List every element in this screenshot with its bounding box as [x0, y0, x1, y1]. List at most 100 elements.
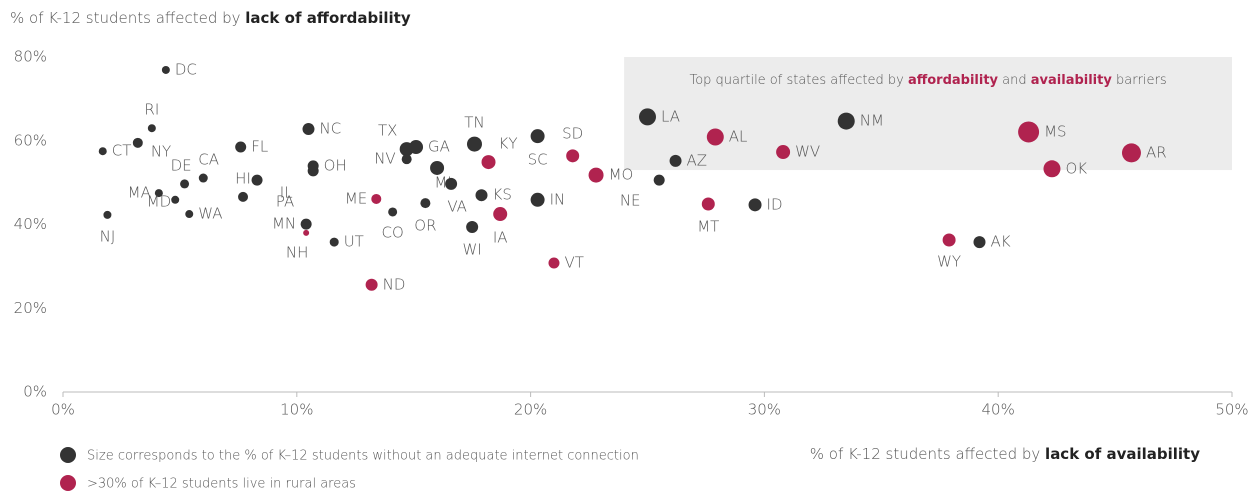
point-label: IN — [550, 190, 566, 208]
point-label: CA — [198, 151, 219, 169]
point-label: OR — [414, 217, 436, 235]
annotation-part: affordability — [908, 73, 999, 88]
point-label: AK — [990, 233, 1010, 251]
point-label: WI — [463, 241, 482, 259]
point-label: RI — [144, 101, 159, 119]
point — [942, 233, 956, 247]
point-label: VA — [447, 197, 467, 215]
point-label: SD — [562, 124, 583, 142]
point — [1018, 121, 1040, 143]
point — [475, 189, 488, 202]
legend-label: Size corresponds to the % of K–12 studen… — [87, 449, 639, 464]
y-tick-label: 0% — [23, 383, 47, 401]
point-label: WV — [795, 143, 820, 161]
point-label: NH — [286, 243, 309, 261]
annotation-part: barriers — [1112, 73, 1167, 88]
y-tick-label: 80% — [14, 48, 47, 66]
point-label: NM — [860, 112, 884, 130]
point — [300, 218, 312, 230]
x-title-bold: lack of availability — [1045, 445, 1200, 463]
y-tick-label: 40% — [14, 215, 47, 233]
point — [98, 147, 107, 156]
point-label: NC — [319, 120, 341, 138]
point-label: MS — [1044, 122, 1066, 140]
point-label: IL — [280, 183, 293, 201]
point — [409, 140, 424, 155]
point — [639, 108, 656, 126]
point — [748, 198, 762, 212]
point — [401, 154, 412, 165]
point — [302, 123, 315, 136]
point — [185, 210, 194, 219]
point-label: MT — [697, 217, 719, 235]
point — [303, 229, 310, 236]
point — [706, 128, 724, 146]
point-label: NE — [620, 192, 641, 210]
point-label: TN — [464, 114, 484, 132]
point — [154, 189, 163, 198]
point-label: SC — [528, 151, 548, 169]
point-label: MO — [609, 166, 634, 184]
point — [445, 177, 458, 190]
x-tick-label: 20% — [514, 401, 547, 419]
point — [388, 207, 398, 217]
point-label: WY — [937, 252, 961, 270]
point-label: NV — [374, 150, 395, 168]
point-label: DC — [175, 60, 197, 78]
point-label: VT — [564, 254, 583, 272]
point — [493, 207, 508, 222]
point-label: CT — [112, 142, 132, 160]
point-label: CO — [382, 223, 404, 241]
legend-marker — [60, 447, 76, 463]
point-label: KS — [493, 186, 512, 204]
point — [147, 124, 156, 133]
point — [307, 160, 319, 172]
annotation-part: availability — [1031, 73, 1113, 88]
point-label: LA — [661, 107, 680, 125]
y-title-bold: lack of affordability — [245, 9, 411, 27]
point — [837, 112, 855, 130]
point-label: IA — [493, 229, 508, 247]
annotation: Top quartile of states affected by affor… — [689, 73, 1166, 88]
point — [530, 192, 545, 207]
point — [430, 160, 445, 175]
point — [653, 174, 665, 186]
point-label: AZ — [687, 151, 708, 169]
point — [161, 65, 170, 74]
x-tick-label: 10% — [280, 401, 313, 419]
point-label: OH — [324, 156, 347, 174]
point — [371, 193, 382, 204]
point — [198, 173, 208, 183]
point — [466, 136, 482, 152]
point-label: MA — [128, 184, 151, 202]
point — [132, 137, 143, 148]
point — [669, 154, 682, 167]
point — [1121, 143, 1141, 163]
point — [235, 141, 247, 153]
point — [566, 149, 580, 163]
legend-marker — [60, 475, 76, 491]
point — [701, 197, 715, 211]
point-label: DE — [171, 156, 192, 174]
x-tick-label: 50% — [1215, 401, 1248, 419]
point-label: MN — [272, 215, 296, 233]
x-tick-label: 30% — [748, 401, 781, 419]
point-label: AL — [729, 127, 748, 145]
point-label: UT — [344, 233, 364, 251]
point-label: FL — [251, 138, 268, 156]
point-label: ME — [345, 189, 367, 207]
point — [530, 129, 545, 144]
point — [329, 237, 339, 247]
point-label: NJ — [100, 227, 116, 245]
y-tick-label: 20% — [14, 299, 47, 317]
point-label: OK — [1065, 159, 1087, 177]
point-label: ID — [767, 195, 783, 213]
point-label: KY — [499, 135, 518, 153]
point — [103, 210, 112, 219]
point — [251, 174, 263, 186]
point-label: GA — [428, 138, 450, 156]
point — [776, 145, 791, 160]
point — [548, 257, 560, 269]
x-tick-label: 0% — [51, 401, 75, 419]
